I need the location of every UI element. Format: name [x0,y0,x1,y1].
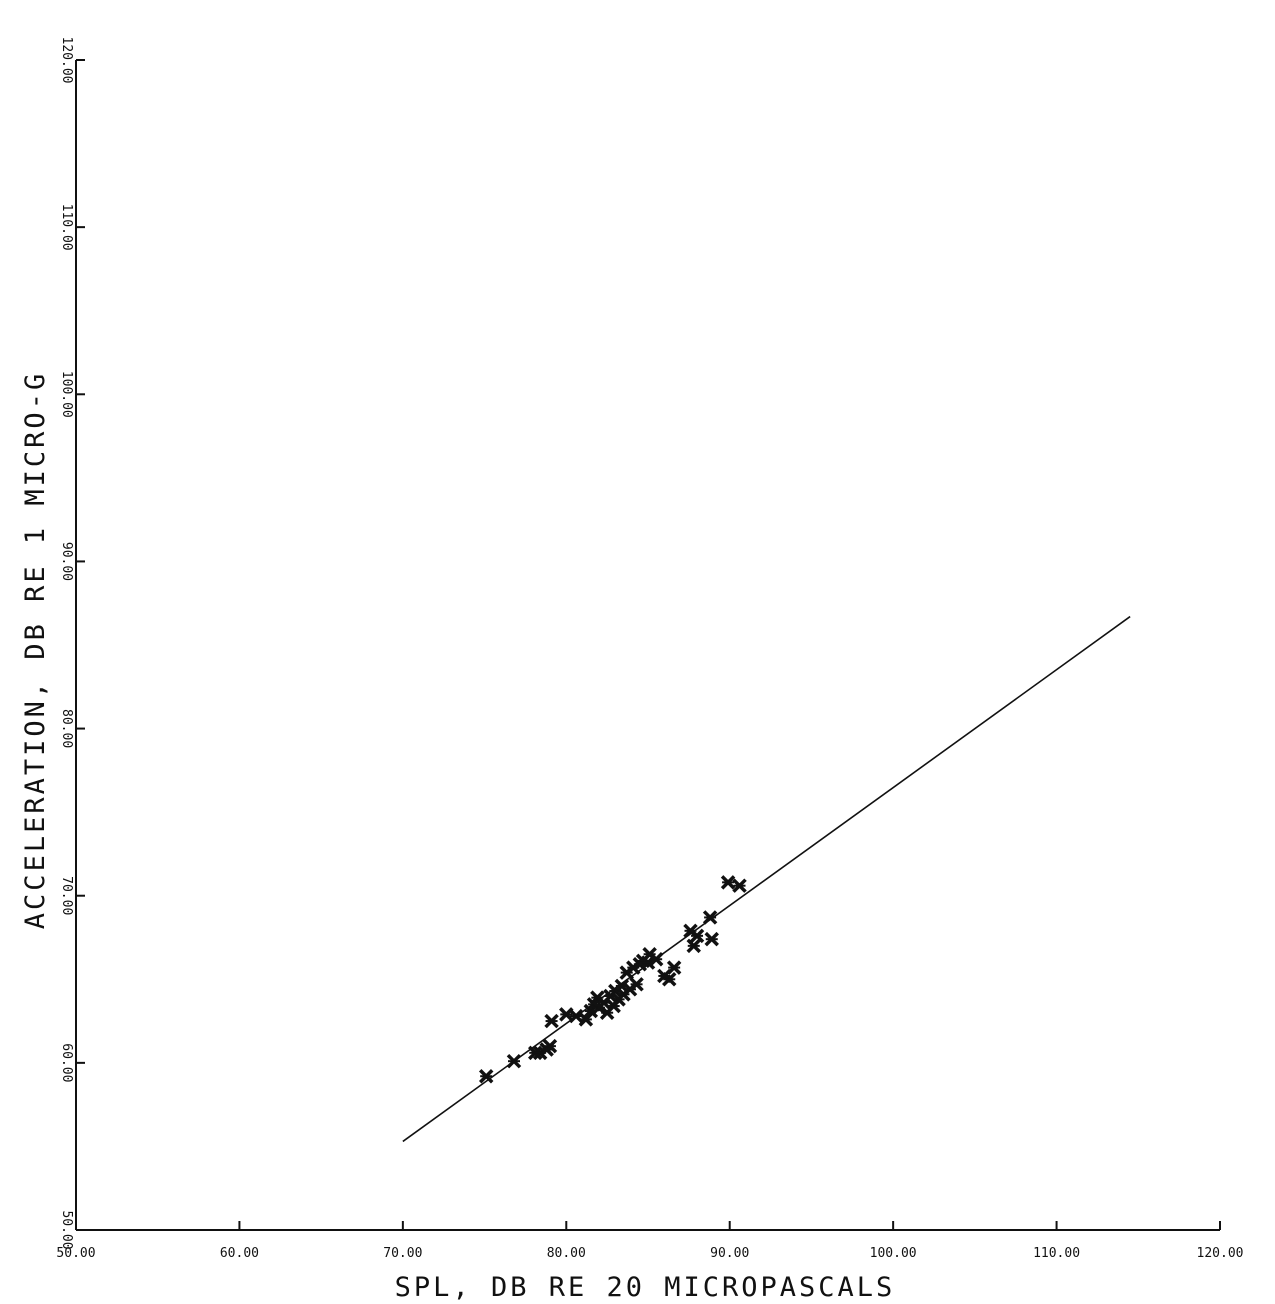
data-point [642,946,657,962]
data-point [702,910,718,925]
data-point [662,972,677,987]
y-tick-label: 120.00 [59,37,74,84]
data-point [578,1012,594,1027]
data-point [720,875,736,890]
data-point [686,938,701,954]
y-axis-ticks: 50.00 60.00 70.00 80.00 90.00 100.00 110.00 120… [59,37,85,1250]
x-tick-label: 90.00 [710,1246,749,1261]
data-point [478,1068,494,1084]
y-axis-title: ACCELERATION, DB RE 1 MICRO-G [20,371,51,929]
y-tick-label: 110.00 [59,204,74,251]
x-axis-title: SPL, DB RE 20 MICROPASCALS [395,1272,896,1303]
x-tick-label: 110.00 [1033,1246,1080,1261]
x-axis-ticks: 50.00 60.00 70.00 80.00 90.00 100.00 110.00 120… [56,1221,1243,1261]
data-point [506,1053,522,1069]
y-tick-label: 80.00 [59,709,74,748]
data-point [704,931,719,947]
x-tick-label: 100.00 [870,1246,917,1261]
data-point [544,1013,559,1029]
x-tick-label: 80.00 [547,1246,586,1261]
axes [75,60,1220,1231]
data-point [732,878,747,893]
data-points [478,875,747,1084]
x-tick-label: 50.00 [56,1246,95,1261]
x-tick-label: 60.00 [220,1246,259,1261]
y-tick-label: 90.00 [59,542,74,581]
data-point [689,928,705,944]
data-point [629,977,644,992]
y-tick-label: 70.00 [59,876,74,915]
y-tick-label: 100.00 [59,371,74,418]
x-tick-label: 70.00 [383,1246,422,1261]
x-tick-label: 120.00 [1197,1246,1244,1261]
y-tick-label: 60.00 [59,1043,74,1082]
data-point [542,1038,558,1054]
data-point [666,960,682,975]
y-tick-label: 50.00 [59,1210,74,1249]
regression-line [402,615,1131,1143]
